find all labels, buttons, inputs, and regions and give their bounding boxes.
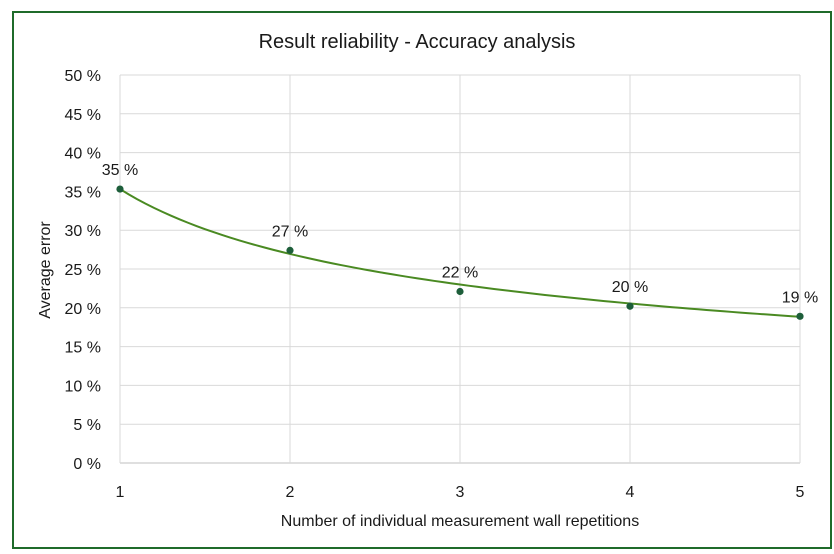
y-tick-labels: 0 % 5 % 10 % 15 % 20 % 25 % 30 % 35 % 40 % 45 % 50… — [65, 68, 101, 473]
y-tick-label: 0 % — [73, 456, 101, 473]
gridlines — [119, 74, 801, 464]
x-tick-label: 1 — [116, 484, 125, 501]
y-tick-label: 20 % — [65, 301, 101, 318]
data-label: 35 % — [102, 162, 138, 179]
trendline-group — [119, 188, 801, 318]
x-axis-label: Number of individual measurement wall re… — [281, 513, 639, 530]
y-tick-label: 15 % — [65, 340, 101, 357]
y-tick-label: 10 % — [65, 378, 101, 395]
trendline — [119, 188, 801, 318]
x-tick-labels: 1 2 3 4 5 — [116, 484, 805, 501]
y-tick-label: 45 % — [65, 107, 101, 124]
data-points — [116, 185, 804, 320]
x-tick-label: 3 — [456, 484, 465, 501]
data-point — [286, 246, 294, 254]
data-point — [796, 312, 804, 320]
data-label: 22 % — [442, 265, 478, 282]
data-label: 20 % — [612, 279, 648, 296]
y-tick-label: 40 % — [65, 146, 101, 163]
y-tick-label: 30 % — [65, 223, 101, 240]
y-axis-label: Average error — [37, 221, 54, 319]
data-label: 19 % — [782, 289, 818, 306]
data-label: 27 % — [272, 223, 308, 240]
y-tick-label: 50 % — [65, 68, 101, 85]
x-tick-label: 4 — [626, 484, 635, 501]
data-point — [626, 302, 634, 310]
data-point — [456, 287, 464, 296]
y-tick-label: 25 % — [65, 262, 101, 279]
data-point — [116, 185, 124, 193]
data-labels: 35 % 27 % 22 % 20 % 19 % — [102, 162, 818, 306]
y-tick-label: 35 % — [65, 184, 101, 201]
x-tick-label: 5 — [796, 484, 805, 501]
x-tick-label: 2 — [286, 484, 295, 501]
y-tick-label: 5 % — [73, 417, 101, 434]
chart-title: Result reliability - Accuracy analysis — [259, 31, 576, 53]
